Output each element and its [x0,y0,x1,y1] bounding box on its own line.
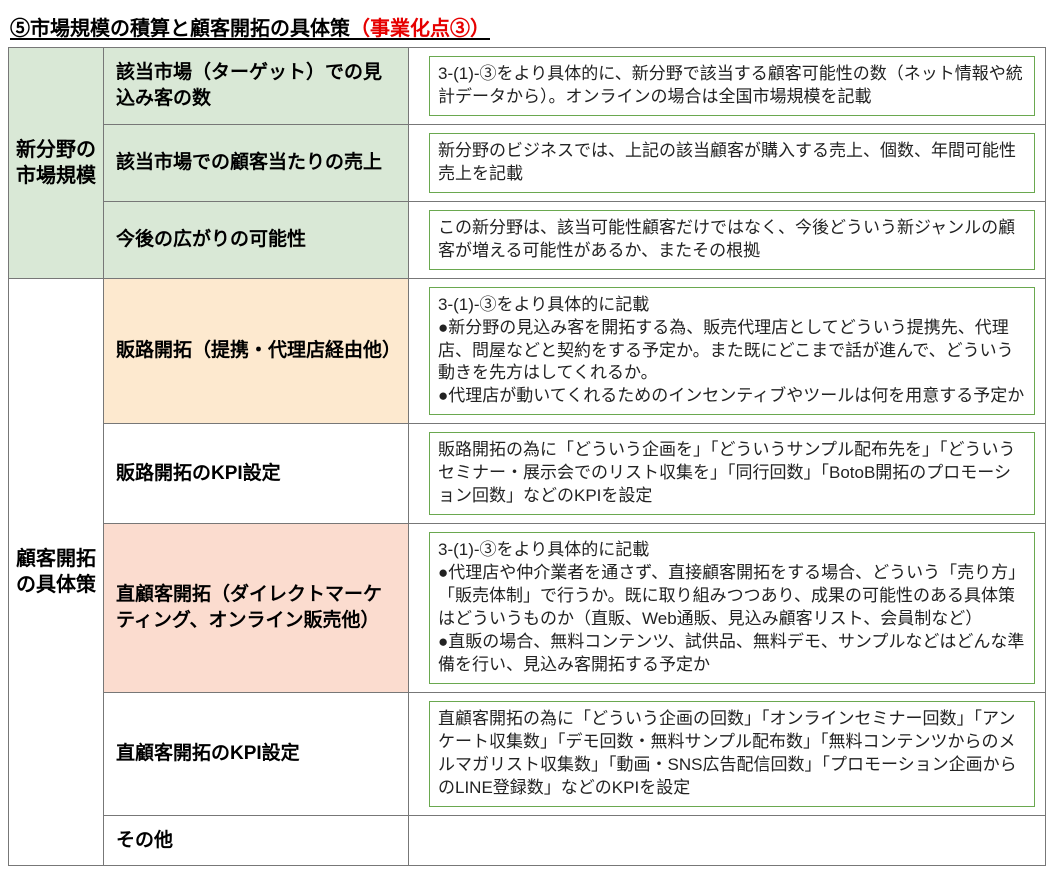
subhead-cell: 該当市場での顧客当たりの売上 [104,124,409,201]
subhead-cell: その他 [104,815,409,866]
description-cell: 3-(1)-③をより具体的に、新分野で該当する顧客可能性の数（ネット情報や統計デ… [409,48,1046,125]
description-box: 3-(1)-③をより具体的に記載●代理店や仲介業者を通さず、直接顧客開拓をする場… [429,532,1035,684]
table-row: 顧客開拓の具体策販路開拓（提携・代理店経由他）3-(1)-③をより具体的に記載●… [9,278,1046,424]
description-box: 新分野のビジネスでは、上記の該当顧客が購入する売上、個数、年間可能性売上を記載 [429,133,1035,193]
description-cell: この新分野は、該当可能性顧客だけではなく、今後どういう新ジャンルの顧客が増える可… [409,201,1046,278]
subhead-cell: 直顧客開拓のKPI設定 [104,692,409,815]
description-cell: 3-(1)-③をより具体的に記載●代理店や仲介業者を通さず、直接顧客開拓をする場… [409,524,1046,693]
table-row: 新分野の市場規模該当市場（ターゲット）での見込み客の数3-(1)-③をより具体的… [9,48,1046,125]
category-cell: 新分野の市場規模 [9,48,104,279]
planning-table: 新分野の市場規模該当市場（ターゲット）での見込み客の数 3-(1)-③をより具体的… [8,47,1046,866]
subhead-cell: 販路開拓（提携・代理店経由他） [104,278,409,424]
title-accent: （事業化点③） [350,18,490,40]
subhead-cell: 直顧客開拓（ダイレクトマーケティング、オンライン販売他） [104,524,409,693]
description-cell: 新分野のビジネスでは、上記の該当顧客が購入する売上、個数、年間可能性売上を記載 [409,124,1046,201]
page-title: ⑤市場規模の積算と顧客開拓の具体策（事業化点③） [8,8,1045,47]
table-row: 直顧客開拓（ダイレクトマーケティング、オンライン販売他）3-(1)-③をより具体… [9,524,1046,693]
description-box: 3-(1)-③をより具体的に、新分野で該当する顧客可能性の数（ネット情報や統計デ… [429,56,1035,116]
table-row: 該当市場での顧客当たりの売上新分野のビジネスでは、上記の該当顧客が購入する売上、… [9,124,1046,201]
subhead-cell: 販路開拓のKPI設定 [104,424,409,524]
description-cell: 販路開拓の為に「どういう企画を」「どういうサンプル配布先を」「どういうセミナー・… [409,424,1046,524]
description-box: 直顧客開拓の為に「どういう企画の回数」「オンラインセミナー回数」「アンケート収集… [429,701,1035,807]
description-box: この新分野は、該当可能性顧客だけではなく、今後どういう新ジャンルの顧客が増える可… [429,210,1035,270]
description-box: 3-(1)-③をより具体的に記載●新分野の見込み客を開拓する為、販売代理店として… [429,287,1035,416]
table-row: その他 [9,815,1046,866]
description-cell: 直顧客開拓の為に「どういう企画の回数」「オンラインセミナー回数」「アンケート収集… [409,692,1046,815]
description-box: 販路開拓の為に「どういう企画を」「どういうサンプル配布先を」「どういうセミナー・… [429,432,1035,515]
table-row: 今後の広がりの可能性この新分野は、該当可能性顧客だけではなく、今後どういう新ジャ… [9,201,1046,278]
subhead-cell: 該当市場（ターゲット）での見込み客の数 [104,48,409,125]
description-cell: 3-(1)-③をより具体的に記載●新分野の見込み客を開拓する為、販売代理店として… [409,278,1046,424]
category-cell: 顧客開拓の具体策 [9,278,104,866]
subhead-cell: 今後の広がりの可能性 [104,201,409,278]
table-row: 直顧客開拓のKPI設定直顧客開拓の為に「どういう企画の回数」「オンラインセミナー… [9,692,1046,815]
table-row: 販路開拓のKPI設定販路開拓の為に「どういう企画を」「どういうサンプル配布先を」… [9,424,1046,524]
title-main: ⑤市場規模の積算と顧客開拓の具体策 [10,18,350,40]
description-cell [409,815,1046,866]
